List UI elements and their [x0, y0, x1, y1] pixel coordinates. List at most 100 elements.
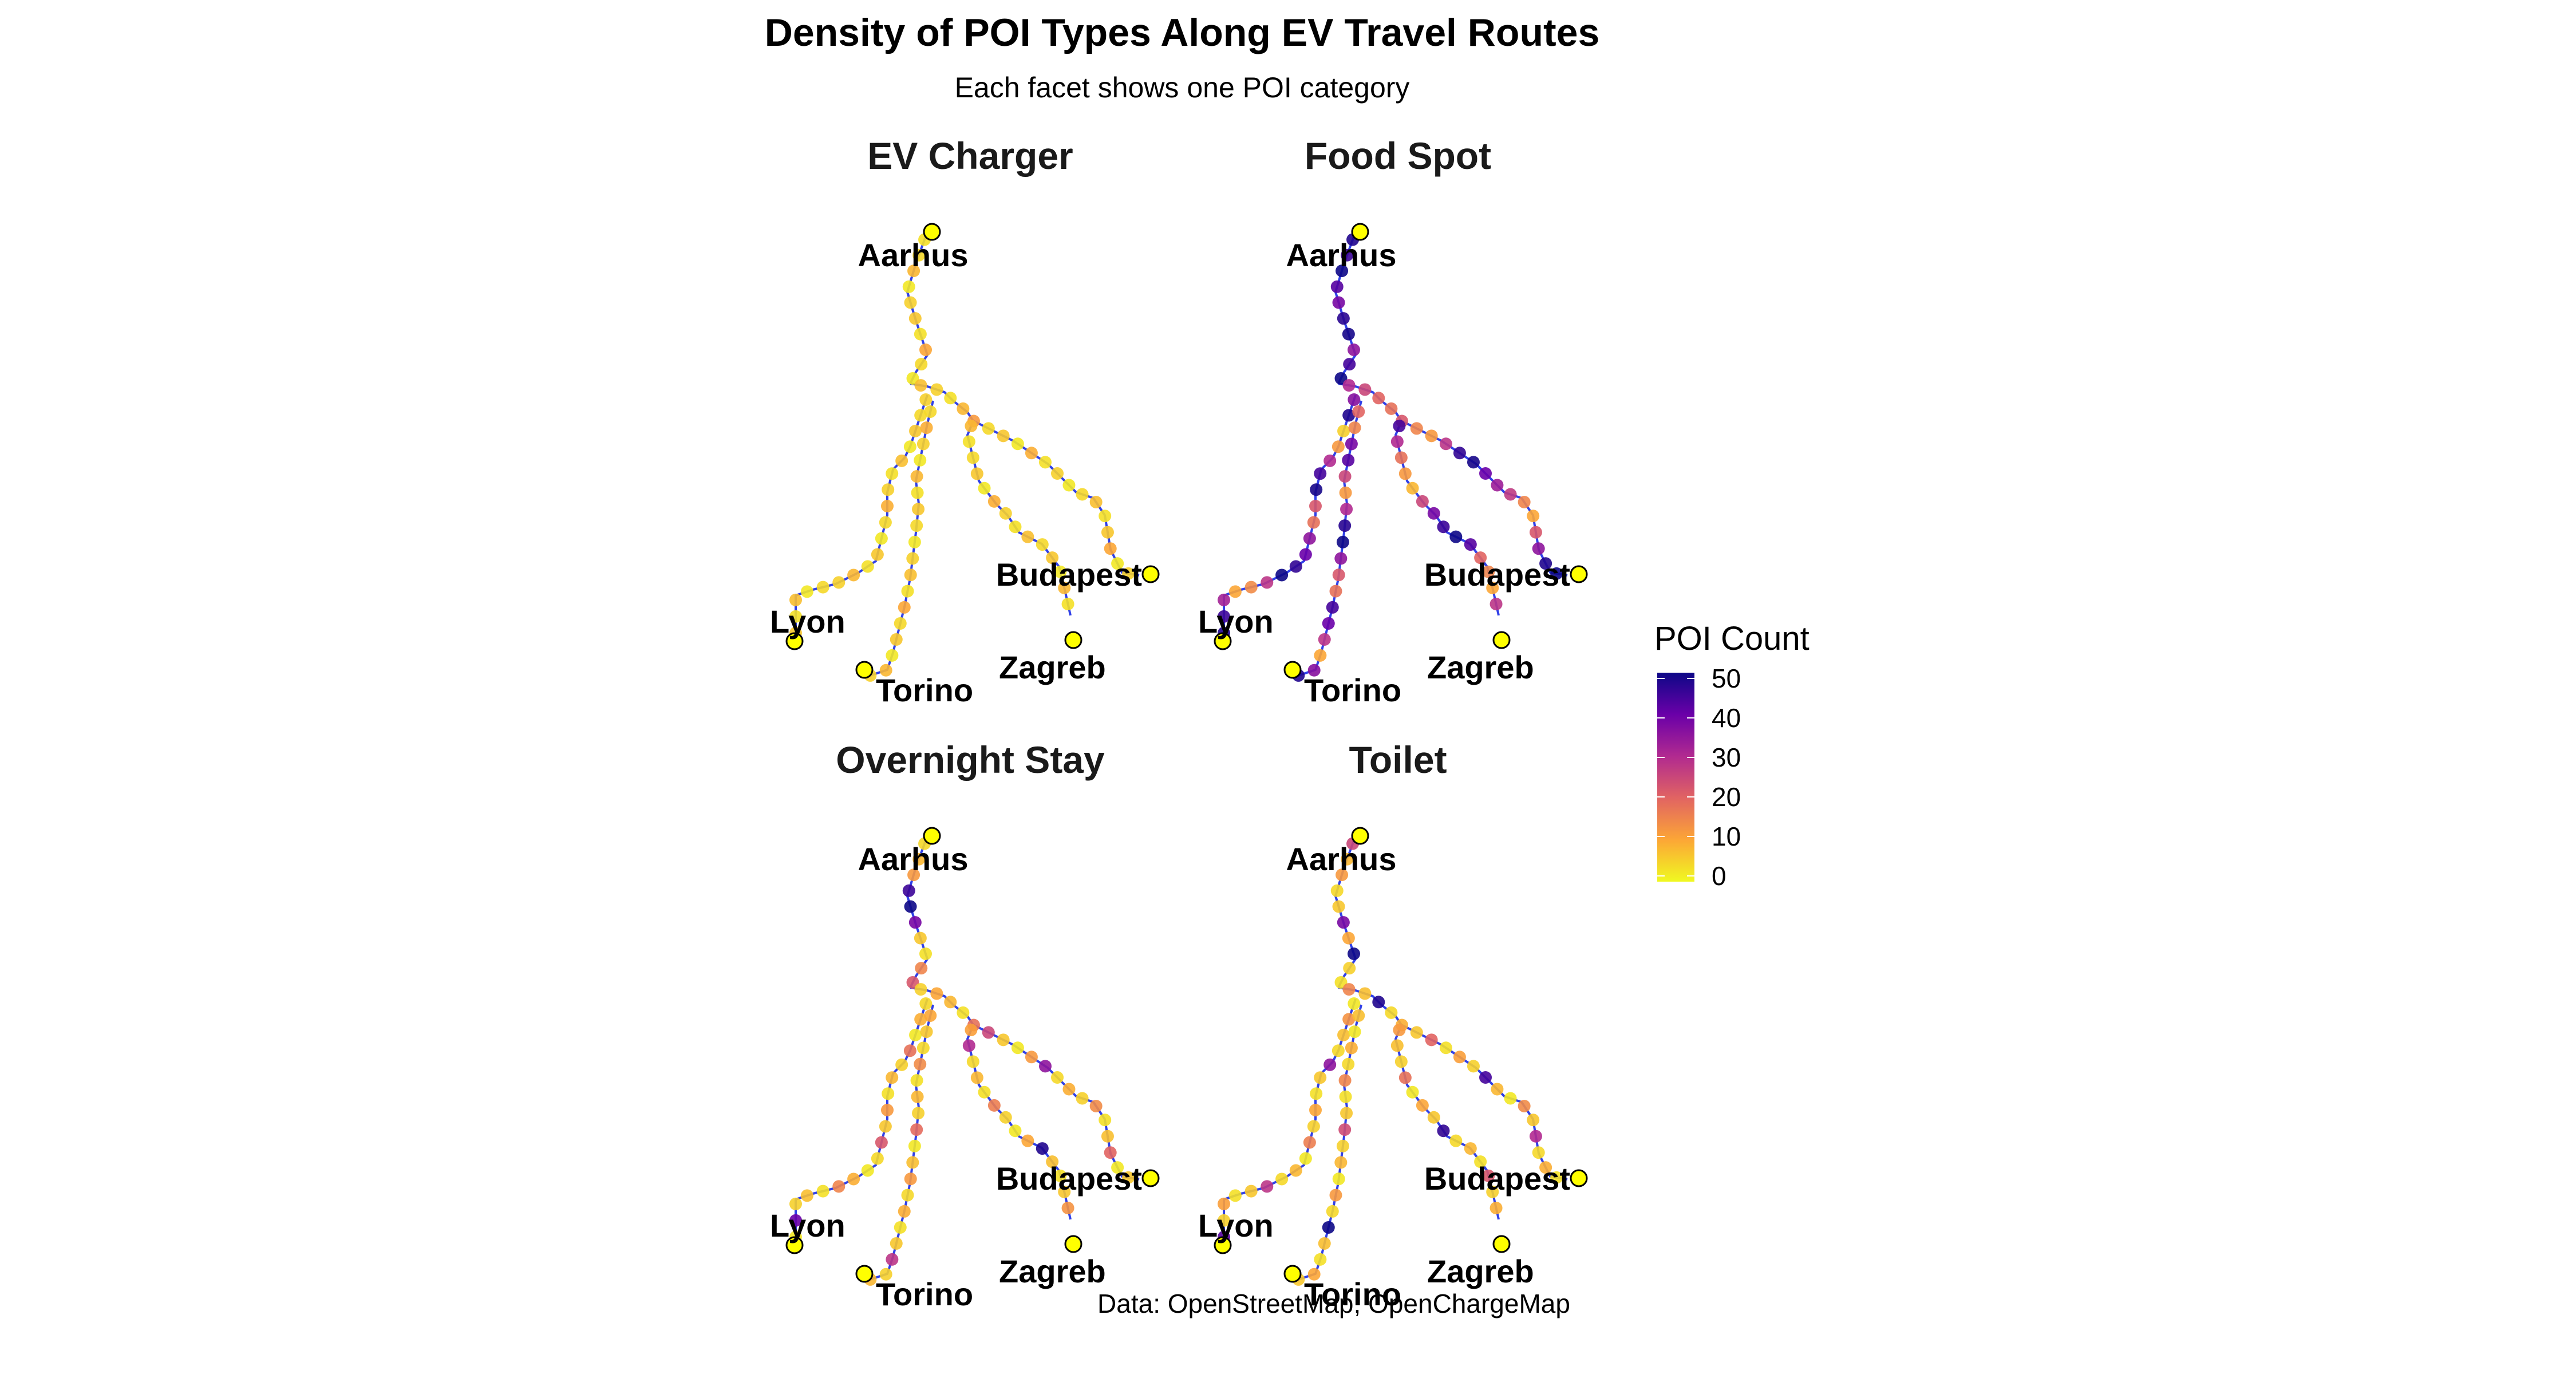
poi-point	[879, 1120, 892, 1133]
poi-point	[997, 429, 1010, 443]
poi-point	[1337, 312, 1350, 325]
poi-point	[1393, 1024, 1406, 1037]
poi-point	[1341, 248, 1354, 262]
poi-point	[1318, 1237, 1331, 1250]
facet-title: Food Spot	[1305, 135, 1491, 177]
poi-point	[895, 454, 908, 467]
city-marker	[923, 827, 941, 845]
poi-point	[1332, 1172, 1345, 1186]
poi-point	[1058, 1185, 1071, 1198]
poi-point	[1330, 280, 1344, 293]
poi-point	[919, 947, 933, 961]
poi-point	[1343, 962, 1356, 975]
poi-point	[1372, 996, 1385, 1009]
poi-point	[1046, 1155, 1059, 1168]
legend-tick-label: 50	[1712, 664, 1741, 693]
poi-point	[1410, 1026, 1423, 1039]
poi-point	[1338, 1123, 1352, 1136]
city-label-lyon: Lyon	[1198, 1207, 1274, 1243]
poi-point	[904, 900, 917, 913]
city-label-aarhus: Aarhus	[858, 237, 969, 273]
poi-point	[1482, 1169, 1495, 1182]
poi-point	[1352, 1009, 1365, 1022]
poi-point	[902, 884, 915, 897]
poi-point	[966, 451, 979, 464]
poi-point	[1228, 585, 1242, 598]
poi-point	[789, 1197, 802, 1210]
legend-tick-label: 10	[1712, 822, 1741, 851]
poi-point	[1054, 1169, 1067, 1182]
poi-point	[1398, 1071, 1412, 1084]
poi-point	[1076, 1092, 1089, 1105]
city-label-torino: Torino	[1304, 1276, 1401, 1312]
poi-point	[1307, 1120, 1320, 1133]
poi-point	[1218, 1214, 1230, 1227]
city-marker	[1351, 223, 1369, 241]
poi-point	[1061, 598, 1074, 611]
city-label-zagreb: Zagreb	[999, 649, 1106, 685]
poi-point	[1550, 567, 1563, 580]
poi-point	[1439, 1041, 1452, 1055]
poi-point	[1318, 633, 1331, 646]
poi-point	[1342, 409, 1356, 422]
city-label-budapest: Budapest	[1424, 556, 1570, 593]
poi-point	[789, 610, 802, 623]
poi-point	[1348, 997, 1361, 1010]
legend-tick-label: 40	[1712, 703, 1741, 733]
poi-point	[1338, 1074, 1352, 1087]
poi-point	[906, 1156, 919, 1169]
poi-point	[919, 393, 933, 406]
poi-point	[970, 467, 983, 480]
facet-overnight-stay: Overnight Stay Aarhus Budapest Lyon Torino Za…	[770, 739, 1160, 1312]
facet-title: Overnight Stay	[836, 739, 1105, 781]
poi-point	[1089, 1099, 1103, 1112]
poi-point	[886, 1071, 899, 1084]
poi-point	[911, 486, 924, 499]
poi-point	[978, 1085, 991, 1099]
poi-point	[1332, 568, 1345, 582]
poi-point	[907, 264, 920, 278]
poi-point	[912, 503, 925, 516]
city-label-zagreb: Zagreb	[1427, 649, 1534, 685]
city-marker	[1214, 1236, 1232, 1254]
poi-point	[1310, 483, 1323, 496]
poi-point	[1339, 486, 1352, 499]
poi-point	[1550, 1171, 1563, 1184]
poi-point	[847, 1172, 860, 1186]
poi-point	[1334, 552, 1348, 565]
poi-point	[914, 1057, 927, 1071]
poi-point	[1089, 495, 1103, 508]
poi-point	[1340, 503, 1353, 516]
poi-point	[1244, 1185, 1258, 1198]
poi-point	[906, 552, 919, 565]
poi-point	[1261, 1180, 1274, 1193]
poi-point	[982, 422, 995, 435]
poi-point	[1104, 542, 1117, 555]
poi-point	[1337, 424, 1350, 437]
poi-point	[920, 421, 933, 435]
poi-point	[898, 601, 911, 614]
poi-point	[982, 1026, 995, 1039]
legend-tick-label: 20	[1712, 782, 1741, 812]
city-marker	[1064, 631, 1082, 649]
route-line	[1223, 394, 1357, 638]
poi-point	[1046, 551, 1059, 564]
poi-point	[1342, 453, 1355, 467]
poi-point	[1289, 1164, 1302, 1177]
poi-point	[914, 453, 927, 467]
city-label-zagreb: Zagreb	[999, 1253, 1106, 1289]
poi-point	[886, 649, 899, 662]
poi-point	[886, 467, 899, 480]
poi-point	[1342, 1013, 1356, 1026]
poi-point	[1437, 1124, 1450, 1138]
city-label-budapest: Budapest	[1424, 1160, 1570, 1197]
city-label-lyon: Lyon	[1198, 603, 1274, 639]
poi-point	[1332, 1044, 1345, 1057]
poi-point	[1464, 1142, 1477, 1155]
poi-point	[1104, 1146, 1117, 1159]
legend-tick-label: 30	[1712, 743, 1741, 772]
city-marker	[855, 661, 874, 679]
poi-point	[908, 312, 922, 325]
poi-point	[1394, 1055, 1408, 1068]
